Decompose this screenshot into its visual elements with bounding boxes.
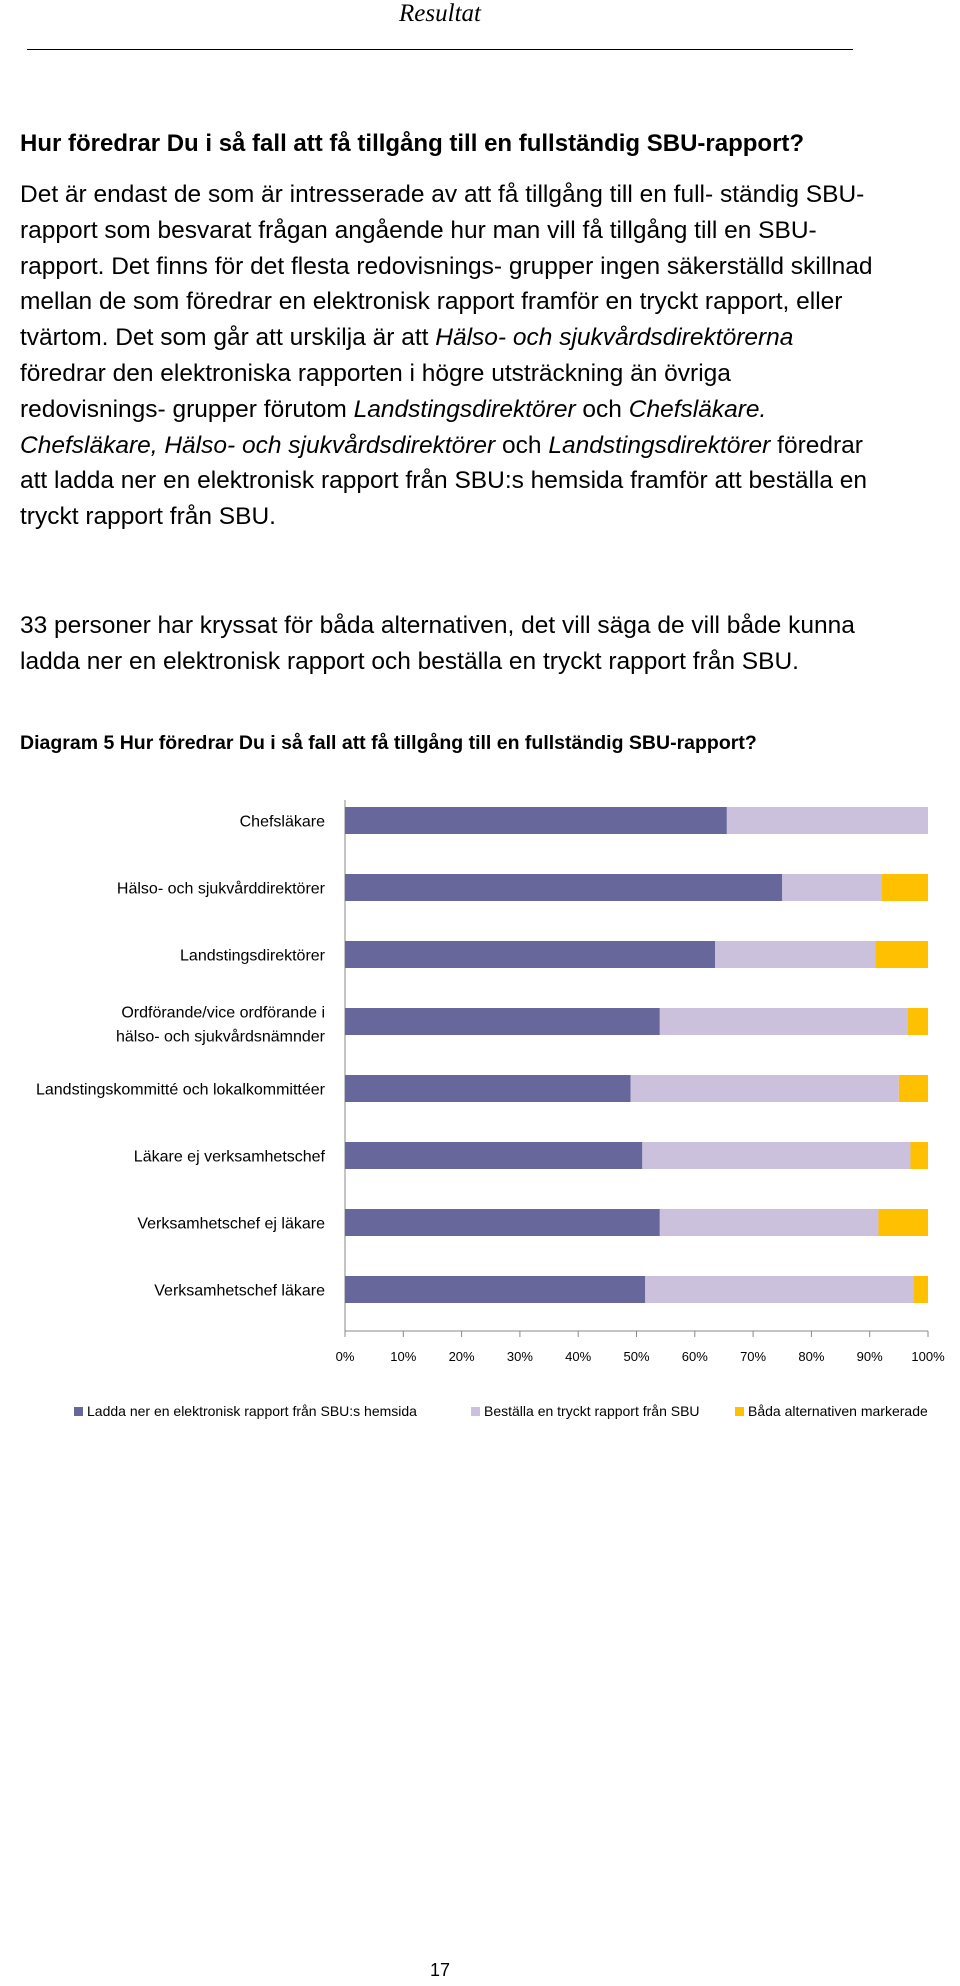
bar-segment [878, 1209, 928, 1236]
text-run: föredrar den elektroniska rapporten i hö… [20, 359, 731, 423]
x-tick-label: 10% [390, 1349, 416, 1364]
bar-segment [642, 1142, 911, 1169]
category-label: Chefsläkare [240, 814, 325, 831]
bar-segment [345, 941, 716, 968]
bar-segment [907, 1008, 928, 1035]
category-label: Landstingsdirektörer [180, 948, 326, 965]
chart-caption: Diagram 5 Hur föredrar Du i så fall att … [20, 732, 757, 754]
x-tick-label: 0% [336, 1349, 355, 1364]
x-tick-label: 20% [449, 1349, 475, 1364]
bar-segment [345, 1276, 646, 1303]
bar-segment [630, 1075, 899, 1102]
bar-segment [913, 1276, 928, 1303]
section-heading: Hur föredrar Du i så fall att få tillgån… [20, 130, 805, 157]
bar-segment [345, 1209, 660, 1236]
text-run: Det är endast de som är intresserade av … [20, 181, 873, 352]
legend-swatch [735, 1407, 744, 1416]
x-tick-label: 30% [507, 1349, 533, 1364]
category-label-line: hälso- och sjukvårdsnämnder [116, 1028, 326, 1046]
paragraph-intro: Det är endast de som är intresserade av … [20, 177, 880, 535]
italic-term: Hälso- och sjukvårdsdirektörerna [435, 324, 794, 352]
category-label: Ordförande/vice ordförande i hälso- och s… [116, 1005, 326, 1046]
legend-label: Beställa en tryckt rapport från SBU [484, 1403, 700, 1419]
bar-segment [898, 1075, 928, 1102]
bar-segment [345, 1008, 660, 1035]
x-tick-label: 70% [740, 1349, 766, 1364]
x-tick-label: 100% [911, 1349, 945, 1364]
bar-segment [659, 1008, 908, 1035]
bar-segment [881, 874, 928, 901]
bar-segment [875, 941, 928, 968]
legend-label: Ladda ner en elektronisk rapport från SB… [87, 1403, 417, 1419]
bar-segment [726, 807, 928, 834]
page-header-title: Resultat [399, 0, 481, 27]
bar-segment [345, 807, 727, 834]
x-tick-label: 60% [682, 1349, 708, 1364]
bar-segment [659, 1209, 879, 1236]
text-run: och [575, 395, 629, 423]
legend-swatch [471, 1407, 480, 1416]
italic-term: Chefsläkare. Chefsläkare, Hälso- och sju… [20, 395, 767, 459]
paragraph-both-alternatives: 33 personer har kryssat för båda alterna… [20, 612, 855, 675]
bar-segment [645, 1276, 914, 1303]
bar-segment [782, 874, 882, 901]
category-label: Landstingskommitté och lokalkommittéer [36, 1082, 326, 1099]
text-run: föredrar att ladda ner en elektronisk ra… [20, 431, 868, 531]
bar-segment [345, 1075, 631, 1102]
x-tick-label: 40% [565, 1349, 591, 1364]
category-label: Läkare ej verksamhetschef [134, 1149, 326, 1166]
category-label: Verksamhetschef läkare [154, 1283, 325, 1300]
category-label: Hälso- och sjukvårddirektörer [117, 880, 326, 898]
x-tick-label: 50% [623, 1349, 649, 1364]
text-run: och [495, 431, 549, 459]
legend-swatch [74, 1407, 83, 1416]
page-number: 17 [429, 1960, 451, 1980]
bar-segment [715, 941, 876, 968]
legend-label: Båda alternativen markerade [748, 1403, 928, 1419]
bar-segment [910, 1142, 928, 1169]
category-label-line: Ordförande/vice ordförande i [121, 1005, 325, 1022]
category-label: Verksamhetschef ej läkare [137, 1216, 325, 1233]
italic-term: Landstingsdirektörer [353, 395, 576, 423]
bar-segment [345, 874, 783, 901]
bar-segment [345, 1142, 643, 1169]
x-tick-label: 80% [798, 1349, 824, 1364]
italic-term: Landstingsdirektörer [548, 431, 771, 459]
header-divider [27, 49, 853, 50]
stacked-bar-chart: Chefsläkare Hälso- och sjukvårddirektörer… [36, 800, 945, 1419]
x-tick-label: 90% [857, 1349, 883, 1364]
